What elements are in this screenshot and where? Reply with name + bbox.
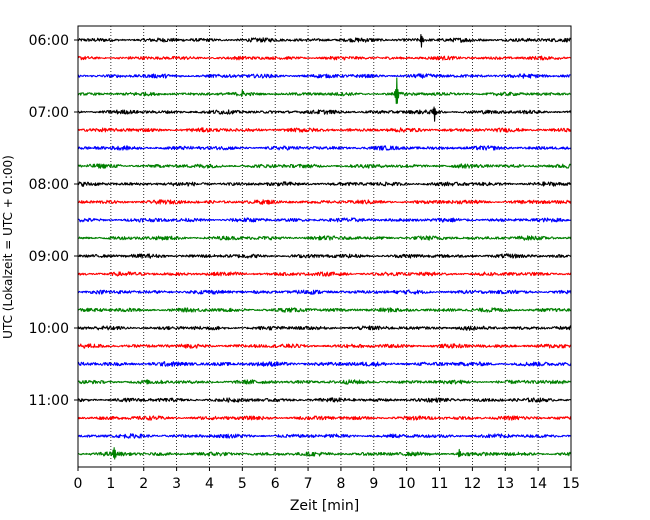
x-tick-label: 8 [336, 476, 345, 492]
trace-row-1130 [77, 433, 572, 439]
x-axis: 0 1 2 3 4 5 6 7 8 9 10 11 12 13 14 15 [74, 467, 580, 492]
y-tick-label: 08:00 [29, 177, 69, 193]
trace-row-0830 [77, 217, 572, 223]
trace-row-1145 [77, 447, 572, 460]
y-tick-label: 06:00 [29, 33, 69, 49]
trace-row-0600 [77, 33, 572, 48]
y-tick-label: 09:00 [29, 249, 69, 265]
x-tick-label: 13 [496, 476, 514, 492]
trace-row-0945 [77, 307, 572, 313]
y-tick-label: 07:00 [29, 105, 69, 121]
x-tick-label: 9 [369, 476, 378, 492]
x-tick-label: 3 [172, 476, 181, 492]
x-tick-label: 11 [431, 476, 449, 492]
trace-row-0700 [77, 106, 572, 122]
trace-row-0745 [77, 163, 572, 169]
traces [77, 33, 572, 460]
plot-frame [77, 25, 572, 468]
trace-row-0815 [77, 199, 572, 205]
x-tick-label: 4 [205, 476, 214, 492]
trace-row-0900 [77, 253, 572, 259]
x-tick-label: 14 [529, 476, 547, 492]
x-tick-label: 0 [74, 476, 83, 492]
trace-row-1000 [77, 325, 572, 331]
trace-row-0915 [77, 271, 572, 277]
trace-row-1115 [77, 415, 572, 421]
trace-row-0715 [77, 127, 572, 133]
trace-row-0615 [77, 55, 572, 61]
trace-row-0845 [77, 235, 572, 241]
x-tick-label: 10 [398, 476, 416, 492]
y-axis-label: UTC (Lokalzeit = UTC + 01:00) [1, 155, 15, 339]
trace-row-0645 [77, 77, 572, 105]
x-tick-label: 6 [271, 476, 280, 492]
trace-row-0630 [77, 73, 572, 79]
y-tick-label: 10:00 [29, 321, 69, 337]
x-tick-label: 12 [463, 476, 481, 492]
trace-row-1100 [77, 397, 572, 403]
trace-row-0800 [77, 181, 572, 187]
trace-row-0930 [77, 289, 572, 295]
x-tick-label: 15 [562, 476, 580, 492]
trace-row-1045 [77, 379, 572, 385]
y-axis: 06:00 07:00 08:00 09:00 10:00 11:00 [29, 33, 78, 409]
x-tick-label: 2 [139, 476, 148, 492]
x-tick-label: 1 [106, 476, 115, 492]
x-axis-label: Zeit [min] [290, 498, 359, 514]
x-tick-label: 5 [238, 476, 247, 492]
y-tick-label: 11:00 [29, 393, 69, 409]
x-tick-label: 7 [304, 476, 313, 492]
trace-row-1030 [77, 361, 572, 367]
trace-row-0730 [77, 145, 572, 151]
trace-row-1015 [77, 343, 572, 349]
